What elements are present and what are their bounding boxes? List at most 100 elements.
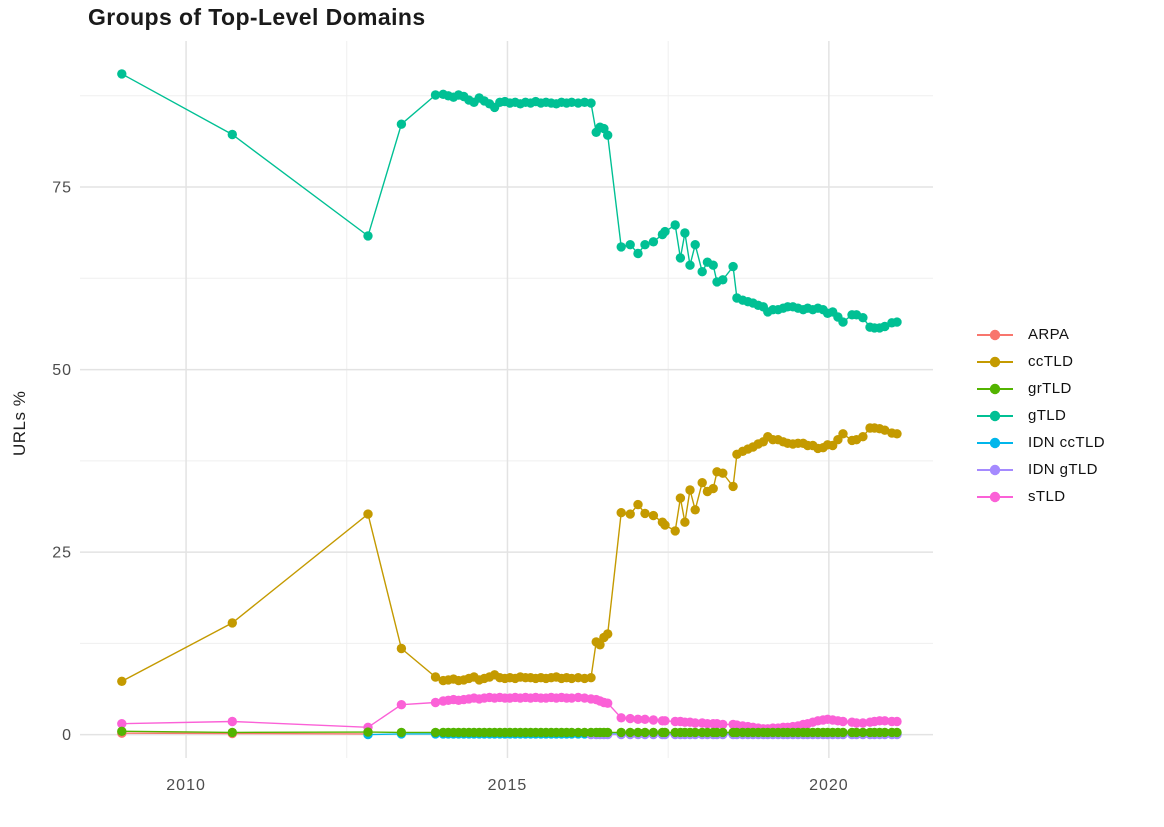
legend: ARPA ccTLD grTLD gTLD IDN ccTLD IDN gTLD sTLD: [976, 326, 1105, 505]
data-point: [227, 716, 237, 727]
data-point: [718, 275, 728, 285]
data-point: [396, 727, 407, 738]
data-point: [625, 240, 635, 250]
data-point: [708, 260, 718, 270]
legend-item-grtld: grTLD: [976, 380, 1105, 397]
legend-label: IDN ccTLD: [1028, 434, 1105, 451]
legend-label: ccTLD: [1028, 353, 1074, 370]
legend-label: sTLD: [1028, 488, 1066, 505]
data-point: [586, 673, 596, 683]
data-point: [660, 520, 670, 530]
data-point: [396, 119, 407, 129]
data-point: [680, 517, 690, 527]
legend-item-stld: sTLD: [976, 488, 1105, 505]
data-point: [633, 499, 643, 510]
data-point: [685, 260, 695, 270]
data-point: [660, 226, 670, 237]
x-tick-label-2015: 2015: [488, 777, 528, 794]
data-point: [838, 716, 848, 727]
data-point: [430, 697, 441, 708]
data-point: [892, 716, 902, 727]
legend-key-icon: [977, 464, 1013, 475]
series-line: [121, 73, 898, 329]
data-point: [690, 505, 700, 515]
data-point: [616, 508, 626, 518]
data-point: [697, 267, 707, 277]
data-point: [728, 481, 738, 492]
data-point: [858, 432, 868, 442]
data-point: [670, 220, 680, 230]
data-point: [625, 727, 635, 738]
data-point: [616, 713, 626, 723]
y-tick-label-50: 50: [52, 362, 72, 379]
data-point: [680, 228, 690, 238]
data-point: [648, 237, 659, 247]
data-point: [640, 508, 650, 519]
x-tick-label-2010: 2010: [166, 777, 206, 794]
legend-label: IDN gTLD: [1028, 461, 1098, 478]
data-point: [838, 429, 848, 439]
data-point: [625, 509, 635, 519]
series-stld: [117, 692, 902, 734]
data-point: [640, 727, 650, 738]
data-point: [697, 478, 707, 488]
data-point: [880, 716, 890, 726]
legend-key-icon: [977, 437, 1013, 448]
data-point: [708, 483, 718, 494]
data-point: [718, 719, 728, 730]
data-point: [227, 129, 237, 140]
data-point: [616, 727, 626, 738]
series-arpa: [117, 728, 373, 739]
data-point: [640, 714, 650, 724]
legend-label: grTLD: [1028, 380, 1072, 397]
data-point: [880, 321, 890, 332]
data-point: [430, 727, 441, 738]
legend-item-gtld: gTLD: [976, 407, 1105, 424]
data-point: [363, 727, 373, 737]
data-point: [117, 726, 127, 736]
data-point: [690, 727, 700, 738]
data-point: [858, 718, 868, 728]
data-point: [117, 69, 127, 79]
data-point: [603, 130, 613, 140]
data-point: [648, 727, 659, 738]
grid: [80, 41, 933, 758]
data-point: [633, 248, 643, 259]
data-point: [633, 714, 643, 724]
data-point: [117, 719, 127, 729]
data-point: [858, 313, 868, 323]
data-point: [660, 727, 670, 738]
data-point: [660, 716, 670, 726]
legend-label: ARPA: [1028, 326, 1070, 343]
data-point: [227, 618, 237, 628]
legend-key-icon: [977, 356, 1013, 367]
legend-item-idn-gtld: IDN gTLD: [976, 461, 1105, 478]
legend-key-icon: [977, 491, 1013, 502]
data-point: [363, 231, 373, 241]
data-point: [227, 727, 237, 738]
data-point: [892, 727, 902, 738]
data-point: [892, 317, 902, 327]
data-point: [718, 468, 728, 478]
data-point: [117, 676, 127, 686]
data-point: [858, 727, 868, 738]
data-point: [838, 727, 848, 738]
data-point: [728, 261, 738, 272]
data-point: [603, 727, 613, 738]
data-point: [892, 429, 902, 439]
legend-key-icon: [977, 383, 1013, 394]
series-cctld: [117, 423, 902, 686]
data-point: [880, 425, 890, 435]
y-tick-label-25: 25: [52, 545, 72, 562]
chart-title: Groups of Top-Level Domains: [88, 4, 426, 30]
data-point: [363, 509, 373, 519]
legend-key-icon: [977, 329, 1013, 340]
data-point: [625, 713, 635, 724]
data-point: [603, 629, 613, 639]
legend-item-cctld: ccTLD: [976, 353, 1105, 370]
data-point: [718, 727, 728, 738]
series-grtld: [117, 726, 902, 738]
data-point: [675, 493, 686, 503]
series-gtld: [117, 69, 902, 333]
legend-item-arpa: ARPA: [976, 326, 1105, 343]
